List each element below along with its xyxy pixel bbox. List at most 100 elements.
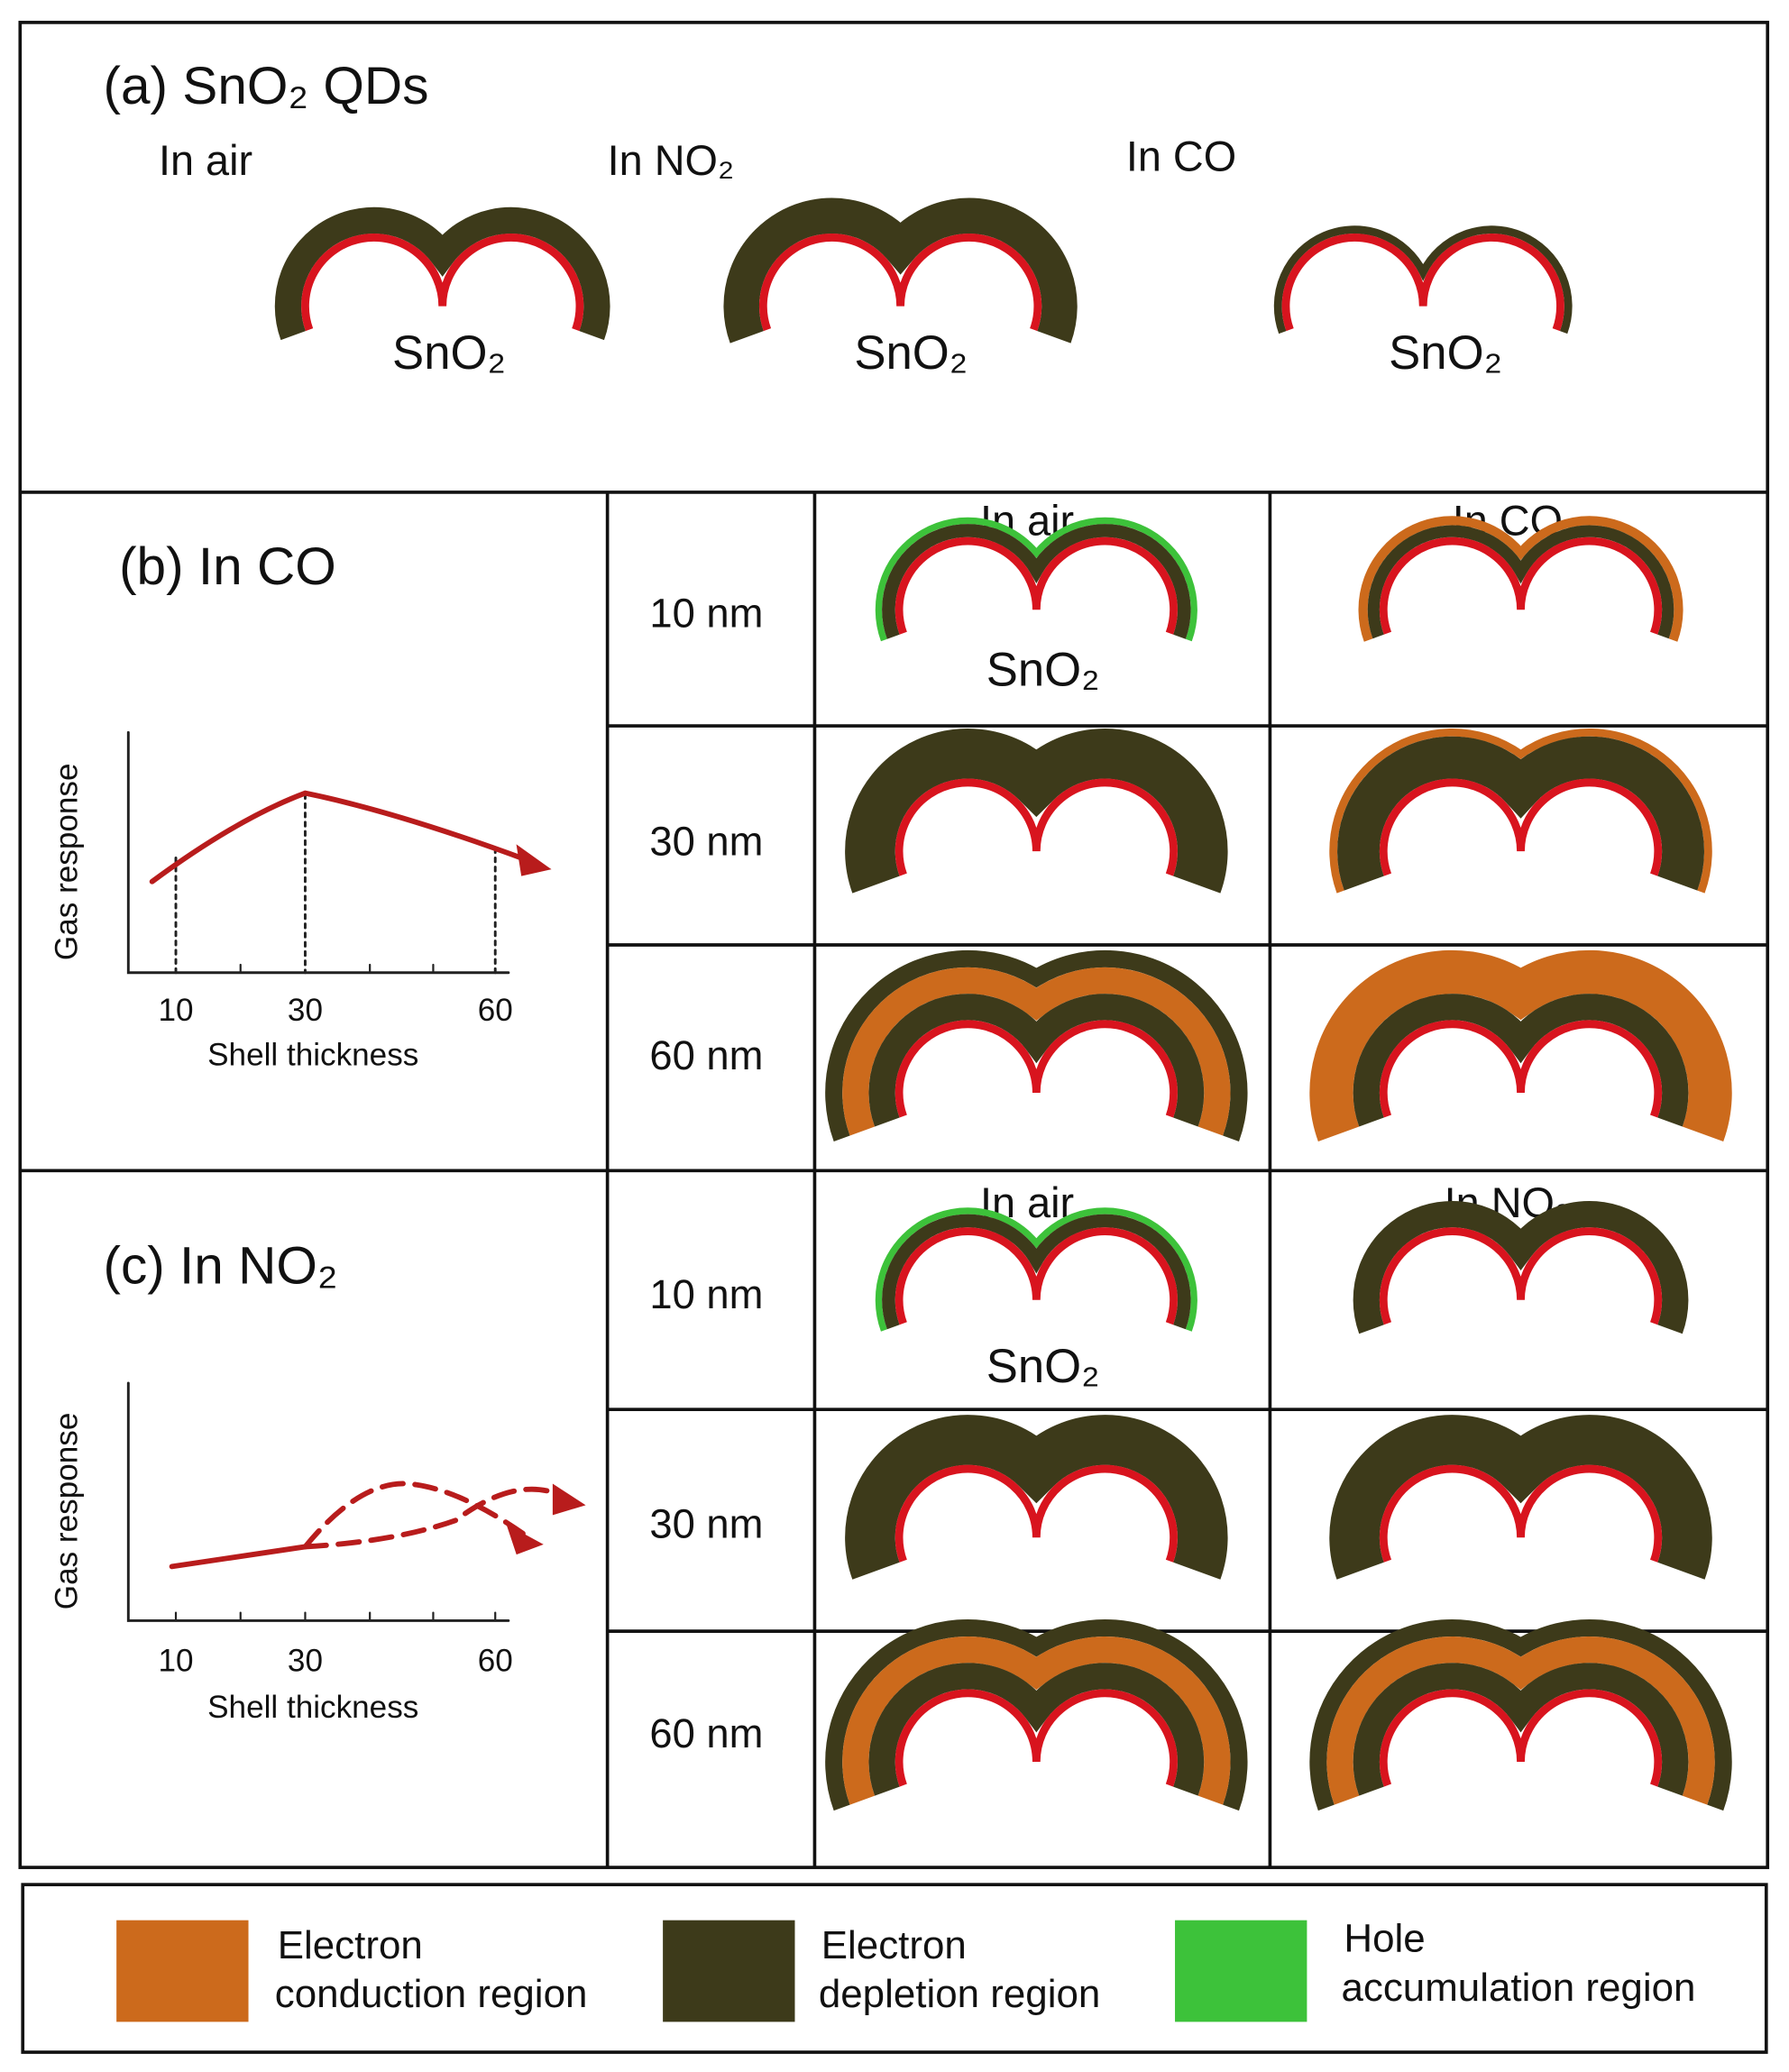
legend-label: Hole [1344, 1917, 1425, 1961]
legend-box [21, 1883, 1768, 2054]
x-axis-label: Shell thickness [207, 1038, 418, 1073]
nanostructure [875, 1207, 1197, 1332]
shell-layer [1353, 1200, 1689, 1334]
x-tick-label: 30 [288, 993, 323, 1028]
nanostructure [845, 1415, 1228, 1580]
panel-title: (c) In NO₂ [104, 1237, 338, 1296]
shell-layer [825, 1618, 1248, 1811]
x-tick-label: 30 [288, 1644, 323, 1679]
shell-layer [842, 967, 1231, 1136]
legend-label: conduction region [275, 1972, 588, 2016]
shell-layer [1326, 1636, 1715, 1805]
row-label: 10 nm [649, 1271, 763, 1317]
shell-layer [842, 1636, 1231, 1805]
x-tick-label: 10 [158, 1644, 193, 1679]
shell-layer [1353, 994, 1689, 1127]
nanostructure [1358, 516, 1683, 642]
shell-layer [723, 197, 1078, 344]
plot-c [126, 1381, 586, 1622]
shell-layer [868, 1663, 1205, 1796]
shell-layer [1358, 516, 1683, 642]
nanostructure [1273, 225, 1573, 335]
shell-layer [868, 994, 1205, 1127]
legend-label: Electron [278, 1923, 423, 1967]
shell-layer [1337, 736, 1704, 891]
shell-layer [1379, 1464, 1663, 1563]
axes [126, 730, 510, 975]
response-curve [149, 790, 531, 885]
x-tick-label: 60 [478, 993, 513, 1028]
shell-layer [1273, 225, 1573, 335]
arrowhead [552, 1483, 586, 1516]
swatch-conduction [116, 1920, 249, 2022]
shell-layer [882, 524, 1191, 639]
axes [126, 1381, 510, 1622]
row-label: 30 nm [649, 819, 763, 865]
shell-layer [1353, 1663, 1689, 1796]
condition-label: In air [159, 137, 252, 184]
shell-layer [882, 1214, 1191, 1330]
row-label: 10 nm [649, 591, 763, 637]
arrowhead [506, 1524, 544, 1555]
shell-layer [845, 1415, 1228, 1580]
core-label: SnO₂ [854, 326, 968, 380]
guide-lines [174, 793, 497, 975]
shell-layer [894, 536, 1178, 635]
nanostructure [1309, 949, 1732, 1141]
nanostructure [825, 949, 1248, 1141]
shell-layer [1309, 1618, 1732, 1811]
nanostructure [723, 197, 1078, 344]
legend-label: Electron [821, 1923, 967, 1967]
legend-label: accumulation region [1341, 1966, 1695, 2010]
shell-layer [1367, 525, 1674, 639]
minor-ticks [174, 1611, 497, 1622]
shell-layer [894, 1227, 1178, 1325]
swatch-depletion [663, 1920, 795, 2022]
condition-label: In NO₂ [608, 137, 735, 184]
shell-layer [1309, 949, 1732, 1141]
swatch-hole [1175, 1920, 1307, 2022]
y-axis-label: Gas response [50, 764, 85, 961]
core-label: SnO₂ [986, 643, 1100, 696]
shell-layer [894, 778, 1178, 876]
shell-layer [1379, 778, 1663, 876]
shell-layer [1329, 729, 1712, 894]
grid-frame [18, 21, 1770, 2054]
x-tick-label: 60 [478, 1644, 513, 1679]
response-curve [169, 1544, 308, 1570]
panel-title: (b) In CO [119, 537, 336, 596]
nanostructure [845, 728, 1228, 894]
shell-layer [301, 234, 584, 332]
shell-layer [894, 1464, 1178, 1563]
shell-layer [274, 206, 610, 341]
core-label: SnO₂ [1389, 326, 1502, 380]
row-label: 30 nm [649, 1500, 763, 1546]
shell-layer [875, 1207, 1197, 1332]
arrowhead [516, 844, 552, 876]
shell-layer [1281, 234, 1564, 332]
nanostructure [1329, 1415, 1712, 1580]
nanostructure [274, 206, 610, 341]
shell-layer [1329, 1415, 1712, 1580]
row-label: 60 nm [649, 1032, 763, 1078]
legend-swatches [116, 1920, 1307, 2022]
y-axis-label: Gas response [50, 1413, 85, 1610]
legend-label: depletion region [819, 1972, 1100, 2016]
response-curve-dashed [302, 1486, 564, 1550]
row-label: 60 nm [649, 1710, 763, 1756]
shell-layer [759, 234, 1042, 332]
shell-layer [1379, 536, 1663, 635]
nanostructure [1353, 1200, 1689, 1334]
shell-layer [894, 1020, 1178, 1118]
x-axis-label: Shell thickness [207, 1690, 418, 1725]
nanostructure [1309, 1618, 1732, 1811]
shell-layer [845, 728, 1228, 894]
nanostructure [1329, 729, 1712, 894]
minor-ticks [239, 963, 435, 974]
panel-title: (a) SnO₂ QDs [104, 57, 429, 115]
plot-b [126, 730, 552, 975]
shell-layer [1379, 1227, 1663, 1325]
core-label: SnO₂ [986, 1340, 1100, 1393]
x-tick-label: 10 [158, 993, 193, 1028]
